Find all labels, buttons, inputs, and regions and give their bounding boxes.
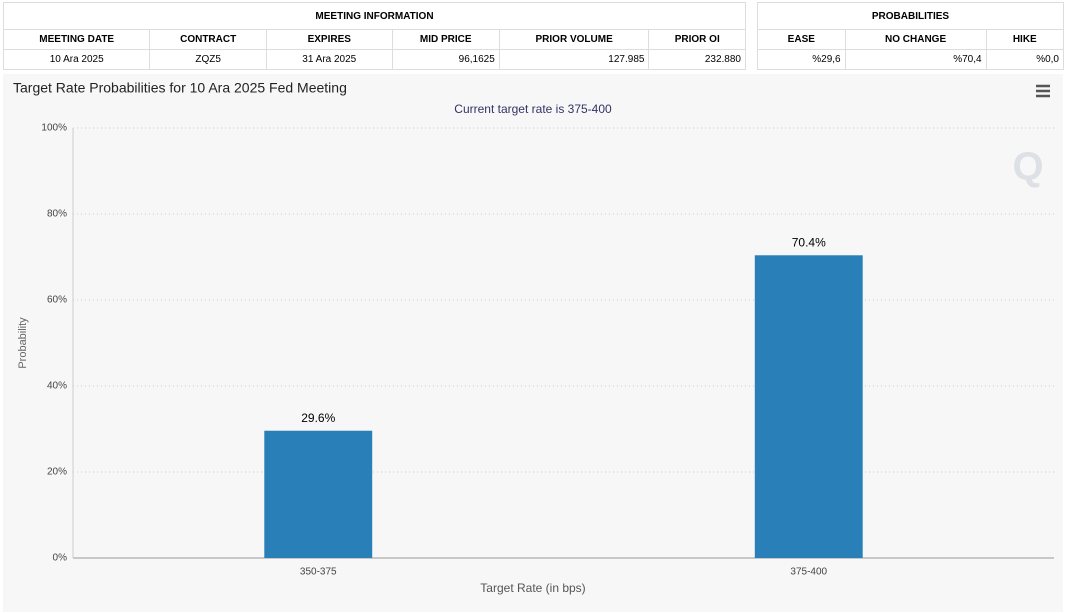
table-cell: ZQZ5 bbox=[149, 49, 267, 70]
column-header: EXPIRES bbox=[265, 29, 393, 50]
column-header: CONTRACT bbox=[149, 29, 267, 50]
table-cell: 96,1625 bbox=[391, 49, 500, 70]
y-tick-label: 40% bbox=[47, 381, 67, 392]
chart-title: Target Rate Probabilities for 10 Ara 202… bbox=[13, 80, 347, 96]
table-title: MEETING INFORMATION bbox=[3, 2, 746, 30]
chart-background bbox=[3, 74, 1063, 612]
table-title: PROBABILITIES bbox=[757, 2, 1064, 30]
x-tick-label: 350-375 bbox=[300, 567, 337, 578]
column-header: NO CHANGE bbox=[844, 29, 987, 50]
column-header: EASE bbox=[757, 29, 846, 50]
bar bbox=[264, 430, 373, 558]
y-tick-label: 60% bbox=[47, 295, 67, 306]
table-cell: 10 Ara 2025 bbox=[2, 49, 151, 70]
column-header: MID PRICE bbox=[391, 29, 500, 50]
table-cell: 232.880 bbox=[648, 49, 746, 70]
table-cell: %0,0 bbox=[985, 49, 1065, 70]
probabilities-table: PROBABILITIES EASE NO CHANGE HIKE %29,6 %70,… bbox=[757, 2, 1065, 70]
x-axis-title: Target Rate (in bps) bbox=[480, 581, 585, 595]
watermark-logo: Q bbox=[1012, 145, 1043, 189]
column-header: HIKE bbox=[985, 29, 1065, 50]
menu-button[interactable] bbox=[1036, 84, 1050, 98]
y-tick-label: 20% bbox=[47, 467, 67, 478]
bar bbox=[754, 255, 863, 558]
y-tick-label: 0% bbox=[53, 553, 68, 564]
table-cell: 127.985 bbox=[498, 49, 650, 70]
table-cell: %29,6 bbox=[757, 49, 846, 70]
y-tick-label: 80% bbox=[47, 209, 67, 220]
column-header: MEETING DATE bbox=[2, 29, 151, 50]
column-header: PRIOR VOLUME bbox=[498, 29, 650, 50]
y-tick-label: 100% bbox=[41, 123, 67, 134]
y-axis-title: Probability bbox=[17, 317, 29, 369]
x-tick-label: 375-400 bbox=[790, 567, 827, 578]
chart-subtitle: Current target rate is 375-400 bbox=[454, 102, 612, 116]
column-header: PRIOR OI bbox=[648, 29, 746, 50]
meeting-info-table: MEETING INFORMATION MEETING DATE CONTRACT… bbox=[2, 2, 746, 70]
table-cell: %70,4 bbox=[844, 49, 987, 70]
chart: Target Rate Probabilities for 10 Ara 202… bbox=[3, 74, 1063, 612]
table-cell: 31 Ara 2025 bbox=[265, 49, 393, 70]
data-label: 70.4% bbox=[792, 235, 826, 249]
data-label: 29.6% bbox=[301, 411, 335, 425]
